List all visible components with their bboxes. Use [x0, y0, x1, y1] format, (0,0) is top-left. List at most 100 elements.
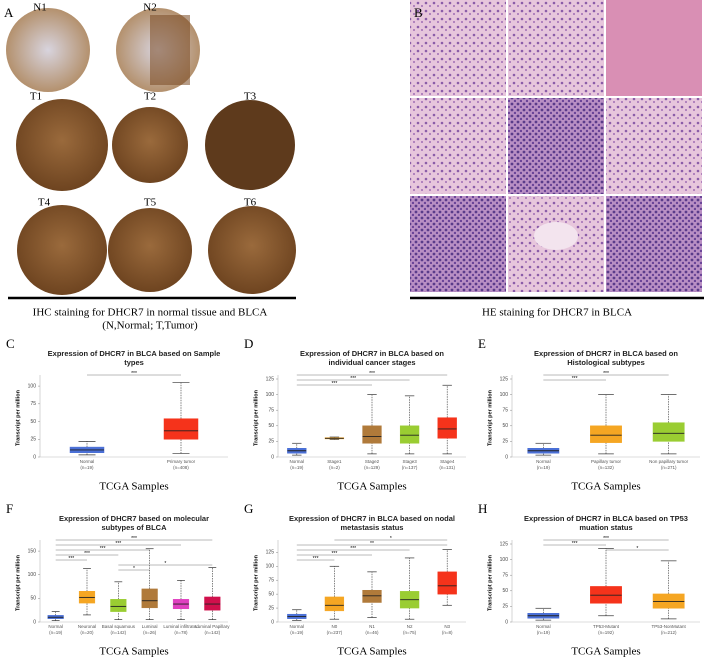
- panel-letter: E: [478, 336, 486, 351]
- x-tick-label: Basal squamous: [102, 624, 136, 629]
- significance-label: *: [164, 561, 166, 567]
- image-label: T2: [144, 91, 156, 103]
- x-tick-label: N1: [369, 624, 375, 629]
- x-tick-label: N2: [407, 624, 413, 629]
- chart-title: Expression of DHCR7 in BLCA based on nod…: [289, 514, 455, 532]
- y-tick-label: 125: [500, 541, 509, 547]
- x-tick-label: TP53-NonMutant: [652, 624, 687, 629]
- n-label: (n=78): [174, 630, 188, 635]
- x-tick-label: Stage2: [365, 459, 380, 464]
- box: [399, 425, 420, 444]
- n-label: (n=2): [329, 465, 340, 470]
- x-tick-label: Normal: [536, 624, 551, 629]
- significance-label: ***: [350, 546, 356, 552]
- x-tick-label: TP53-Mutant: [593, 624, 620, 629]
- image-label: T5: [144, 197, 157, 209]
- x-tick-label: Luminal: [142, 624, 158, 629]
- n-label: (n=75): [403, 630, 417, 635]
- y-tick-label: 150: [28, 548, 37, 554]
- n-label: (n=19): [537, 465, 551, 470]
- y-tick-label: 100: [266, 392, 275, 398]
- y-tick-label: 0: [505, 454, 508, 460]
- y-tick-label: 50: [268, 591, 274, 597]
- significance-label: ***: [84, 551, 90, 557]
- n-label: (n=26): [143, 630, 157, 635]
- y-tick-label: 0: [271, 619, 274, 625]
- x-tick-label: Normal: [48, 624, 63, 629]
- box: [324, 596, 345, 612]
- chart-title: Expression of DHCR7 in BLCA based on TP5…: [524, 514, 688, 532]
- y-tick-label: 25: [502, 604, 508, 610]
- box: [110, 599, 127, 612]
- y-tick-label: 75: [268, 578, 274, 584]
- y-tick-label: 25: [30, 437, 36, 443]
- x-tick-label: Non papillary tumor: [649, 459, 689, 464]
- x-axis-label: TCGA Samples: [337, 646, 406, 658]
- n-label: (n=142): [205, 630, 221, 635]
- n-label: (n=129): [364, 465, 380, 470]
- n-label: (n=8): [442, 630, 453, 635]
- box: [362, 589, 382, 603]
- caption: (N,Normal; T,Tumor): [102, 320, 198, 332]
- chart-title: Expression of DHCR7 in BLCA based on His…: [534, 349, 678, 367]
- y-tick-label: 0: [33, 454, 36, 460]
- y-axis-label: Transcript per million: [15, 389, 21, 446]
- significance-label: ***: [369, 371, 375, 377]
- y-tick-label: 50: [30, 596, 36, 602]
- y-tick-label: 75: [502, 573, 508, 579]
- x-axis-label: TCGA Samples: [99, 646, 168, 658]
- x-tick-label: Stage1: [327, 459, 342, 464]
- n-label: (n=192): [598, 630, 614, 635]
- box: [652, 422, 685, 442]
- x-tick-label: Primary tumor: [167, 459, 196, 464]
- y-tick-label: 0: [33, 619, 36, 625]
- image-label: T1: [30, 91, 42, 103]
- y-tick-label: 25: [268, 439, 274, 445]
- x-tick-label: Stage4: [440, 459, 455, 464]
- box: [590, 425, 622, 443]
- y-tick-label: 75: [502, 408, 508, 414]
- n-label: (n=408): [173, 465, 189, 470]
- n-label: (n=19): [290, 465, 304, 470]
- y-axis-label: Transcript per million: [487, 554, 493, 611]
- x-tick-label: Luminal infiltrated: [163, 624, 199, 629]
- n-label: (n=142): [111, 630, 127, 635]
- image-label: T6: [244, 197, 257, 209]
- box: [437, 417, 457, 439]
- caption: HE staining for DHCR7 in BLCA: [482, 307, 632, 319]
- chart-title: Expression of DHCR7 in BLCA based on Sam…: [47, 349, 221, 367]
- x-axis-label: TCGA Samples: [337, 481, 406, 493]
- box: [163, 418, 199, 440]
- significance-label: ***: [115, 541, 121, 547]
- chart-title: Expression of DHCR7 based on molecular s…: [58, 514, 210, 532]
- ihc-images: [6, 8, 296, 295]
- n-label: (n=19): [537, 630, 551, 635]
- y-tick-label: 50: [502, 588, 508, 594]
- y-tick-label: 75: [268, 408, 274, 414]
- panel-letter: C: [6, 336, 15, 351]
- significance-label: *: [390, 536, 392, 542]
- x-tick-label: Normal: [290, 624, 305, 629]
- significance-label: ***: [313, 556, 319, 562]
- significance-label: ***: [68, 556, 74, 562]
- y-tick-label: 100: [28, 383, 37, 389]
- x-tick-label: Papillary tumor: [591, 459, 622, 464]
- box: [437, 571, 457, 595]
- y-tick-label: 50: [30, 419, 36, 425]
- x-tick-label: Neuronal: [78, 624, 96, 629]
- image-label: T3: [244, 91, 257, 103]
- panel-letter: H: [478, 501, 487, 516]
- significance-label: ***: [572, 376, 578, 382]
- y-tick-label: 25: [502, 439, 508, 445]
- x-tick-label: Normal: [536, 459, 551, 464]
- x-tick-label: Normal: [290, 459, 305, 464]
- significance-label: ***: [350, 376, 356, 382]
- x-tick-label: Normal: [80, 459, 95, 464]
- n-label: (n=132): [598, 465, 614, 470]
- panel-letter: B: [414, 5, 423, 20]
- x-tick-label: Stage3: [402, 459, 417, 464]
- y-tick-label: 125: [500, 376, 509, 382]
- box: [362, 425, 382, 444]
